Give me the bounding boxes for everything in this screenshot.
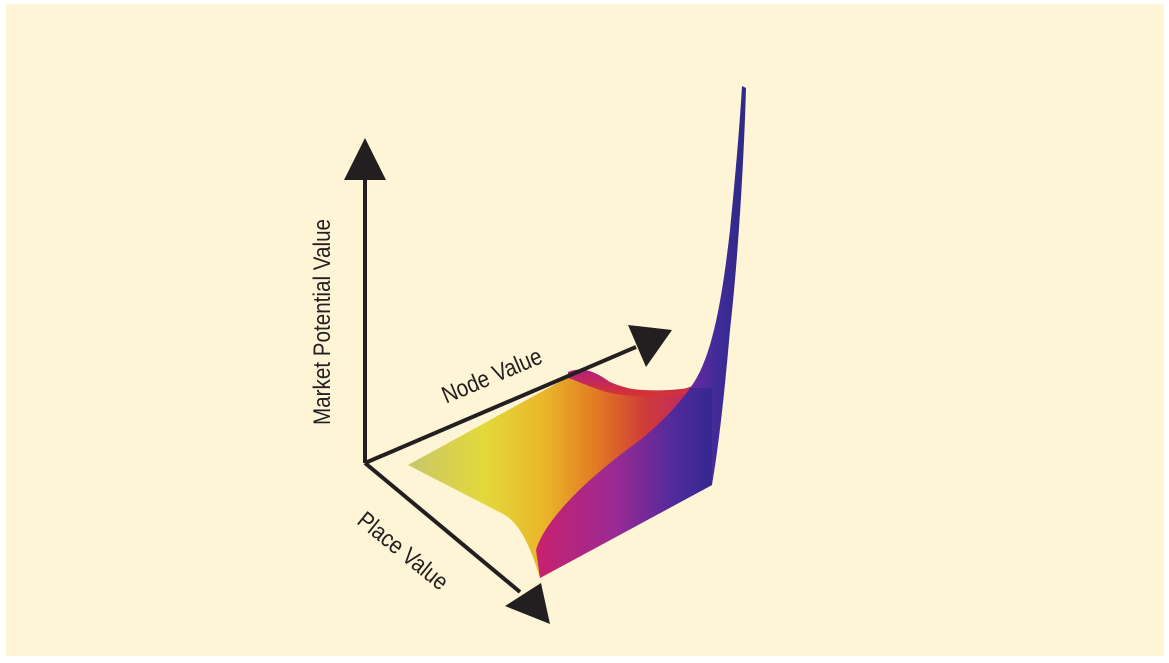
horizontal-axis-label: Place Value <box>352 506 453 595</box>
value-surface <box>408 86 746 578</box>
axes <box>344 138 672 624</box>
surface-peak-spike <box>690 86 746 485</box>
surface-back-ridge <box>568 369 712 397</box>
horizontal-axis-line <box>363 461 522 594</box>
horizontal-axis-arrowhead <box>505 583 550 624</box>
depth-axis-line <box>364 345 637 465</box>
vertical-axis-label: Market Potential Value <box>309 219 336 425</box>
depth-axis-arrowhead <box>628 325 672 367</box>
vertical-axis-arrowhead <box>344 138 386 180</box>
surface-top-face <box>408 375 712 578</box>
surface-front-wall <box>536 388 712 578</box>
